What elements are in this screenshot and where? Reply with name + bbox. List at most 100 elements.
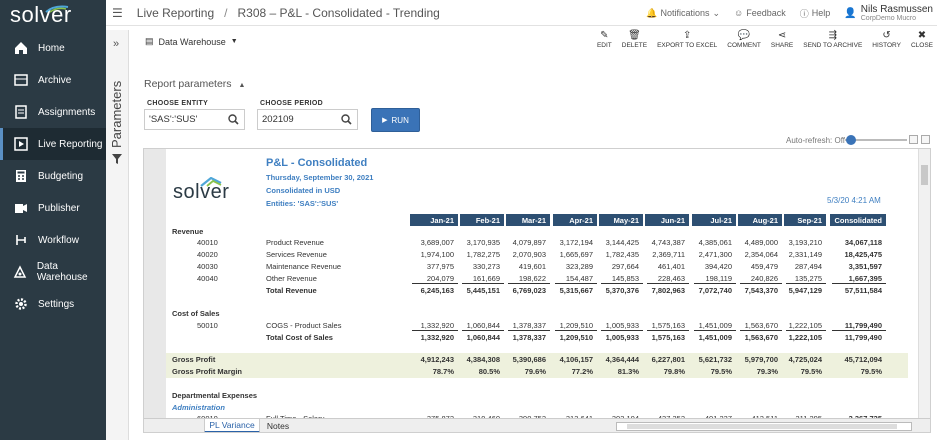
- run-button[interactable]: ▶ RUN: [371, 108, 420, 132]
- total-rule: [555, 330, 597, 331]
- value-cell: 4,106,157: [559, 355, 593, 364]
- search-icon[interactable]: [228, 114, 239, 125]
- total-rule: [412, 283, 458, 284]
- value-cell: 1,060,844: [466, 321, 500, 330]
- value-cell: 377,975: [426, 262, 454, 271]
- user-menu[interactable]: Nils Rasmussen CorpDemo Mucro: [860, 4, 933, 22]
- breadcrumb-report: R308 – P&L - Consolidated - Trending: [237, 5, 440, 20]
- account-name: Product Revenue: [266, 238, 324, 247]
- vertical-scrollbar[interactable]: [918, 149, 930, 418]
- expand-icon[interactable]: [909, 135, 918, 144]
- close-icon: ✖: [917, 29, 927, 41]
- data-source-dropdown[interactable]: ▤ Data Warehouse ▼: [145, 36, 238, 47]
- send-to-archive-button[interactable]: ⇶ SEND TO ARCHIVE: [803, 29, 863, 50]
- parameters-panel-toggle[interactable]: » Parameters: [106, 30, 129, 440]
- column-header: Sep-21: [784, 214, 826, 226]
- value-cell: 161,669: [472, 274, 500, 283]
- value-cell: 1,563,670: [744, 321, 778, 330]
- export-to-excel-button[interactable]: ⇪ EXPORT TO EXCEL: [657, 29, 718, 50]
- report-timestamp: 5/3/20 4:21 AM: [827, 196, 881, 205]
- total-rule: [508, 283, 550, 284]
- horizontal-scrollbar[interactable]: [616, 422, 912, 431]
- value-cell: 1,451,009: [698, 321, 732, 330]
- account-name: Other Revenue: [266, 274, 317, 283]
- help-button[interactable]: ⓘ Help: [799, 8, 831, 19]
- value-cell: 3,170,935: [466, 238, 500, 247]
- sidebar-item-budgeting[interactable]: Budgeting: [0, 160, 106, 192]
- period-input[interactable]: 202109: [257, 109, 358, 130]
- edit-button[interactable]: ✎ EDIT: [596, 29, 612, 50]
- sidebar-item-data-warehouse[interactable]: Data Warehouse: [0, 256, 106, 288]
- sidebar-item-home[interactable]: Home: [0, 32, 106, 64]
- history-button[interactable]: ↺ HISTORY: [872, 29, 901, 50]
- value-cell: 1,005,933: [605, 321, 639, 330]
- vertical-scroll-thumb[interactable]: [921, 165, 928, 185]
- column-header: Mar-21: [506, 214, 550, 226]
- delete-button[interactable]: 🗑 DELETE: [621, 29, 648, 50]
- value-cell: 11,799,490: [844, 321, 882, 330]
- fullscreen-icon[interactable]: [921, 135, 930, 144]
- help-icon: ⓘ: [799, 8, 809, 19]
- hamburger-menu-icon[interactable]: ☰: [112, 5, 123, 20]
- sidebar-item-assignments[interactable]: Assignments: [0, 96, 106, 128]
- comment-icon: 💬: [737, 29, 751, 41]
- value-cell: 303,104: [569, 414, 639, 418]
- account-name: Full Time - Salary: [266, 414, 324, 418]
- total-rule: [601, 283, 643, 284]
- value-cell: 228,463: [657, 274, 685, 283]
- total-rule: [786, 283, 826, 284]
- value-cell: 437,352: [615, 414, 685, 418]
- bell-icon: 🔔: [646, 7, 658, 18]
- value-cell: 3,144,425: [605, 238, 639, 247]
- horizontal-scroll-thumb[interactable]: [627, 424, 897, 429]
- auto-refresh-slider[interactable]: [845, 139, 907, 141]
- search-icon[interactable]: [341, 114, 352, 125]
- solver-logo[interactable]: solver: [10, 2, 72, 27]
- value-cell: 79.5%: [800, 367, 822, 376]
- expand-chevron-icon[interactable]: »: [113, 38, 120, 50]
- account-code: 40020: [197, 250, 218, 259]
- user-icon[interactable]: 👤: [844, 7, 857, 19]
- publisher-icon: [13, 200, 29, 216]
- filter-icon[interactable]: [112, 154, 122, 164]
- comment-button[interactable]: 💬 COMMENT: [727, 29, 761, 50]
- value-cell: 3,689,007: [420, 238, 454, 247]
- breadcrumb-section[interactable]: Live Reporting: [136, 5, 215, 20]
- total-rule: [786, 330, 826, 331]
- logo-swoosh-icon: [200, 177, 222, 187]
- auto-refresh-knob[interactable]: [846, 135, 856, 145]
- data-warehouse-icon: ▤: [145, 36, 154, 46]
- report-parameters-toggle[interactable]: Report parameters ▲: [144, 78, 246, 90]
- tab-notes[interactable]: Notes: [266, 421, 290, 431]
- value-cell: 79.6%: [524, 367, 546, 376]
- sidebar-item-label: Data Warehouse: [36, 261, 88, 283]
- value-cell: 412,511: [708, 414, 778, 418]
- feedback-button[interactable]: ☺ Feedback: [734, 8, 786, 18]
- value-cell: 78.7%: [432, 367, 454, 376]
- value-cell: 1,332,920: [420, 333, 454, 342]
- account-code: 60010: [197, 414, 218, 418]
- value-cell: 1,222,105: [788, 333, 822, 342]
- value-cell: 319,460: [430, 414, 500, 418]
- share-button[interactable]: ⋖ SHARE: [770, 29, 794, 50]
- sidebar-item-label: Workflow: [38, 234, 79, 246]
- notifications-button[interactable]: 🔔 Notifications ⌄: [646, 7, 721, 19]
- budgeting-icon: [13, 168, 29, 184]
- home-icon: [13, 40, 29, 56]
- column-header: Feb-21: [460, 214, 504, 226]
- sidebar-item-label: Publisher: [38, 202, 80, 214]
- close-button[interactable]: ✖ CLOSE: [910, 29, 933, 50]
- value-cell: 1,060,844: [466, 333, 500, 342]
- sidebar-item-publisher[interactable]: Publisher: [0, 192, 106, 224]
- value-cell: 135,275: [794, 274, 822, 283]
- tab-pl-variance[interactable]: PL Variance: [204, 419, 260, 432]
- value-cell: 240,826: [750, 274, 778, 283]
- value-cell: 34,067,118: [844, 238, 882, 247]
- entity-input[interactable]: 'SAS':'SUS': [144, 109, 245, 130]
- sidebar-item-workflow[interactable]: Workflow: [0, 224, 106, 256]
- sidebar-item-archive[interactable]: Archive: [0, 64, 106, 96]
- gross-profit-band: [166, 353, 908, 378]
- sidebar-item-settings[interactable]: Settings: [0, 288, 106, 320]
- sidebar-item-live-reporting[interactable]: Live Reporting: [0, 128, 106, 160]
- row-header-gutter: [144, 149, 166, 418]
